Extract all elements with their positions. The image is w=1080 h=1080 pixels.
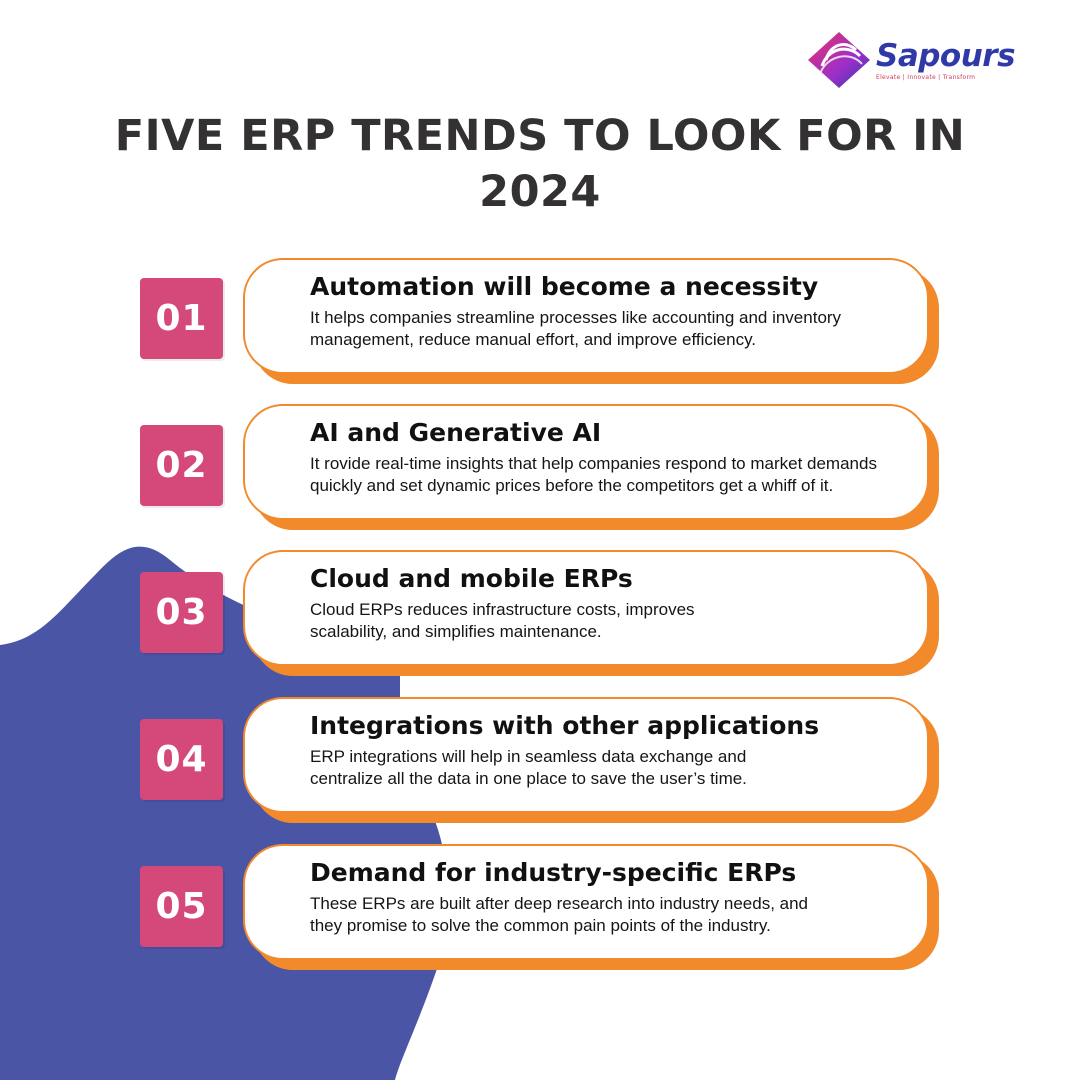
- trend-number-badge: 03: [140, 572, 223, 653]
- trend-item-02: 02 AI and Generative AI It rovide real-t…: [140, 404, 940, 534]
- trend-description: It helps companies streamline processes …: [310, 308, 842, 349]
- brand-logo: Sapours Elevate | Innovate | Transform: [806, 30, 1021, 90]
- trend-description: These ERPs are built after deep research…: [310, 894, 809, 935]
- trend-card: AI and Generative AI It rovide real-time…: [243, 404, 929, 520]
- trend-number-badge: 02: [140, 425, 223, 506]
- trend-card: Cloud and mobile ERPs Cloud ERPs reduces…: [243, 550, 929, 666]
- trend-description: It rovide real-time insights that help c…: [310, 454, 877, 495]
- trend-item-05: 05 Demand for industry-specific ERPs The…: [140, 844, 940, 974]
- brand-tagline: Elevate | Innovate | Transform: [876, 74, 976, 81]
- trend-title: AI and Generative AI: [310, 418, 602, 447]
- trend-item-03: 03 Cloud and mobile ERPs Cloud ERPs redu…: [140, 550, 940, 680]
- trend-card: Automation will become a necessity It he…: [243, 258, 929, 374]
- trend-card: Integrations with other applications ERP…: [243, 697, 929, 813]
- page-title: FIVE ERP TRENDS TO LOOK FOR IN 2024: [114, 111, 966, 217]
- trend-description: Cloud ERPs reduces infrastructure costs,…: [310, 600, 695, 641]
- trend-title: Automation will become a necessity: [310, 272, 819, 301]
- trend-number-badge: 04: [140, 719, 223, 800]
- trend-card: Demand for industry-specific ERPs These …: [243, 844, 929, 960]
- trend-title: Cloud and mobile ERPs: [310, 564, 633, 593]
- trend-title: Integrations with other applications: [310, 711, 820, 740]
- trend-number-badge: 05: [140, 866, 223, 947]
- trend-item-01: 01 Automation will become a necessity It…: [140, 258, 940, 388]
- brand-name: Sapours: [876, 38, 1016, 74]
- trend-number-badge: 01: [140, 278, 223, 359]
- trend-description: ERP integrations will help in seamless d…: [310, 747, 747, 788]
- trend-title: Demand for industry-specific ERPs: [310, 858, 797, 887]
- sapours-logo-icon: [808, 32, 870, 88]
- trend-item-04: 04 Integrations with other applications …: [140, 697, 940, 827]
